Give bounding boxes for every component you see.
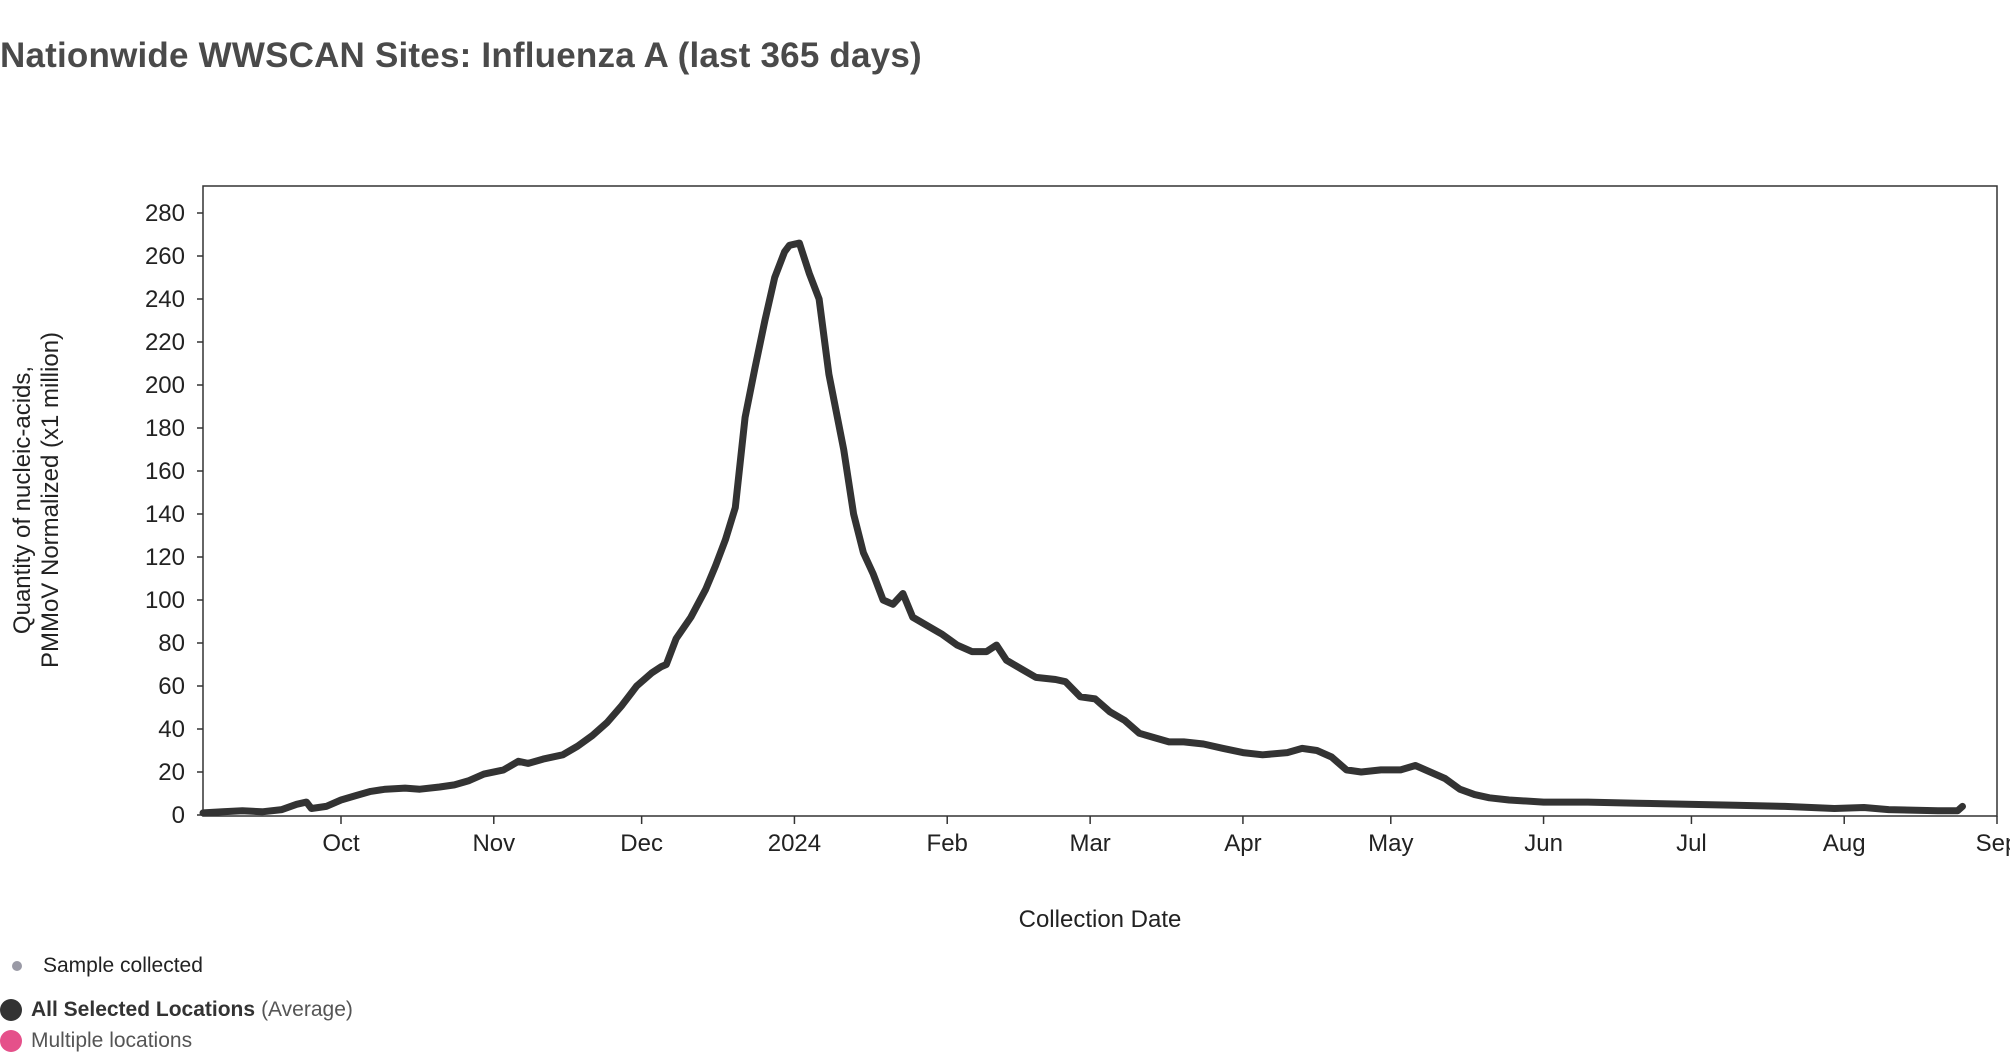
series-line-average[interactable] — [199, 239, 1966, 817]
x-tick-label: Feb — [927, 830, 968, 857]
x-tick-label: Apr — [1224, 830, 1261, 857]
x-tick-label: Nov — [472, 830, 515, 857]
sample-dot-icon — [12, 961, 22, 971]
y-axis-title-line-2: PMMoV Normalized (x1 million) — [37, 332, 64, 668]
x-tick-label: Jul — [1676, 830, 1707, 857]
y-tick-label: 220 — [145, 329, 185, 356]
x-tick-label: May — [1368, 830, 1413, 857]
x-tick-label: Dec — [620, 830, 663, 857]
legend-item-sample: Sample collected — [0, 954, 203, 978]
y-tick-label: 280 — [145, 200, 185, 227]
x-axis-title: Collection Date — [1019, 906, 1182, 933]
legend-item-multiple[interactable]: Multiple locations — [0, 1029, 192, 1053]
y-tick-label: 160 — [145, 458, 185, 485]
x-tick-label: 2024 — [768, 830, 821, 857]
legend-item-average[interactable]: All Selected Locations (Average) — [0, 998, 353, 1022]
legend-average-suffix: (Average) — [261, 998, 353, 1021]
y-tick-label: 20 — [158, 759, 185, 786]
series-layer — [199, 239, 1966, 817]
multiple-dot-icon — [0, 1030, 22, 1052]
y-tick-label: 240 — [145, 286, 185, 313]
x-tick-label: Mar — [1069, 830, 1110, 857]
y-tick-label: 200 — [145, 372, 185, 399]
y-tick-label: 260 — [145, 243, 185, 270]
x-tick-label: Aug — [1823, 830, 1866, 857]
y-axis-title-line-1: Quantity of nucleic-acids, — [9, 366, 36, 634]
legend-sample-label: Sample collected — [43, 954, 203, 977]
y-tick-label: 60 — [158, 673, 185, 700]
legend-average-label: All Selected Locations — [31, 998, 256, 1021]
y-tick-label: 180 — [145, 415, 185, 442]
legend-multiple-label: Multiple locations — [31, 1029, 193, 1052]
y-tick-label: 0 — [172, 802, 185, 829]
y-tick-label: 80 — [158, 630, 185, 657]
x-tick-label: Oct — [322, 830, 360, 857]
y-tick-label: 100 — [145, 587, 185, 614]
x-tick-label: Sep — [1976, 830, 2010, 857]
x-axis: Oct Nov Dec 2024 Feb Mar Apr May Jun Jul Aug Sep — [322, 816, 2010, 857]
y-axis: 0 20 40 60 80 100 120 140 160 180 200 220 240 260 280 — [145, 200, 203, 829]
chart-title: Nationwide WWSCAN Sites: Influenza A (la… — [0, 36, 922, 75]
y-tick-label: 40 — [158, 716, 185, 743]
plot-frame — [202, 185, 1998, 817]
average-dot-icon — [0, 999, 22, 1021]
x-tick-label: Jun — [1524, 830, 1563, 857]
y-tick-label: 120 — [145, 544, 185, 571]
y-tick-label: 140 — [145, 501, 185, 528]
